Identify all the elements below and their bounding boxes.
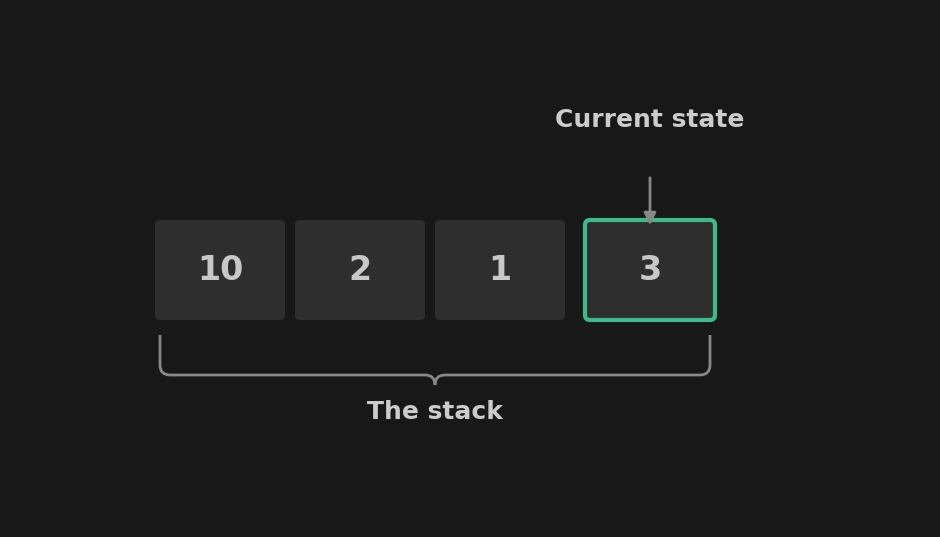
FancyBboxPatch shape [295, 220, 425, 320]
Text: 3: 3 [638, 253, 662, 287]
Text: 2: 2 [349, 253, 371, 287]
FancyBboxPatch shape [155, 220, 285, 320]
Text: 1: 1 [489, 253, 511, 287]
Text: 10: 10 [196, 253, 243, 287]
FancyBboxPatch shape [585, 220, 715, 320]
FancyBboxPatch shape [435, 220, 565, 320]
Text: The stack: The stack [367, 400, 503, 424]
Text: Current state: Current state [556, 108, 744, 132]
